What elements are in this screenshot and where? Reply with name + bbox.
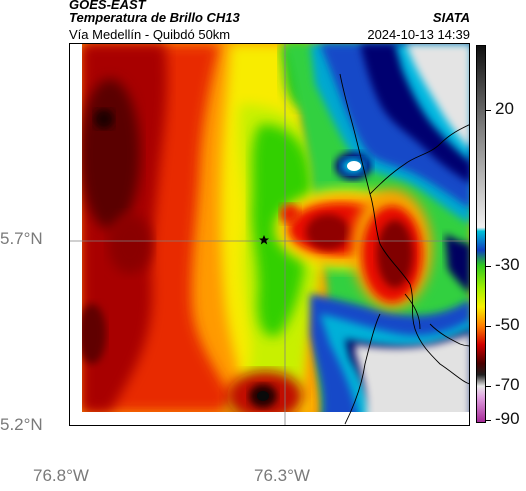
colorbar-label-minus-90: -90: [495, 409, 520, 428]
bottom-warm-spot: [227, 371, 303, 421]
colorbar-tick-minus-30: [486, 266, 491, 267]
colorbar-tick-minus-90: [486, 420, 491, 421]
map-panel: [69, 43, 470, 426]
colorbar-label-minus-50: -50: [495, 315, 520, 334]
temperature-colorbar: [476, 45, 486, 423]
figure-title: GOES-EAST: [69, 0, 146, 12]
right-cold-region: [285, 44, 469, 425]
convective-cell: [275, 189, 432, 309]
colorbar-label-minus-30: -30: [495, 255, 520, 274]
colorbar-label-20: 20: [495, 99, 514, 118]
colorbar-tick-minus-70: [486, 386, 491, 387]
colorbar-tick-20: [486, 110, 491, 111]
brightness-temperature-map: [70, 44, 469, 425]
star-icon: [259, 235, 269, 245]
no-data-strip-bottom: [70, 412, 469, 425]
org-label: SIATA: [432, 10, 470, 25]
route-label: Vía Medellín - Quibdó 50km: [69, 27, 231, 42]
lat-label-5-7: 5.7°N: [0, 229, 43, 248]
lon-label-76-3: 76.3°W: [254, 466, 310, 485]
colorbar-tick-minus-50: [486, 326, 491, 327]
datetime-label: 2024-10-13 14:39: [367, 27, 470, 42]
no-data-strip-left: [70, 44, 82, 425]
lat-label-5-2: 5.2°N: [0, 415, 43, 434]
map-gridlines: [70, 44, 469, 425]
border-lines: [339, 73, 469, 425]
lon-label-76-8: 76.8°W: [33, 466, 89, 485]
colorbar-label-minus-70: -70: [495, 375, 520, 394]
figure-subtitle: Temperatura de Brillo CH13: [69, 10, 240, 25]
